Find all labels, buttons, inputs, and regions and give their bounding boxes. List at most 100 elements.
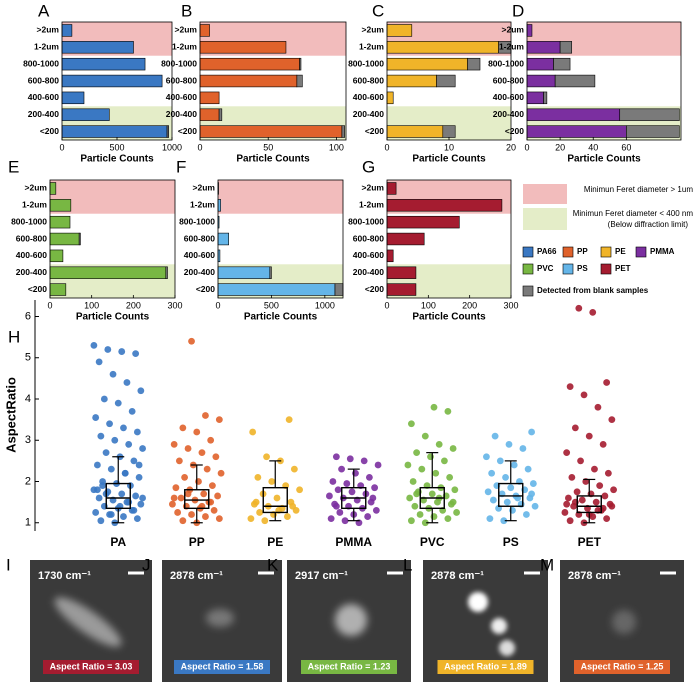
bar (526, 74, 556, 88)
x-tick-label: PMMA (335, 535, 372, 549)
category-label: 400-600 (166, 92, 197, 102)
x-axis-label: Particle Counts (567, 154, 641, 165)
category-label: 600-800 (184, 233, 215, 243)
data-point (208, 482, 216, 490)
legend-label: (Below diffraction limit) (608, 220, 689, 229)
data-point (371, 484, 379, 492)
data-point (566, 383, 574, 391)
data-point (449, 445, 457, 452)
category-label: 200-400 (353, 109, 384, 119)
panel-label: K (267, 555, 279, 574)
category-label: <200 (365, 126, 384, 136)
panel-label: H (8, 327, 20, 346)
data-point (441, 457, 448, 465)
bar (49, 266, 167, 279)
data-point (509, 506, 516, 514)
x-tick-label: 300 (167, 300, 182, 310)
data-point (132, 350, 140, 358)
data-point (336, 509, 344, 516)
category-label: 400-600 (493, 92, 524, 102)
x-tick-label: 20 (555, 142, 565, 152)
bar (526, 41, 561, 54)
x-tick-label: PA (110, 535, 126, 549)
legend-label: PA66 (537, 247, 557, 256)
data-point (93, 461, 101, 469)
category-label: 200-400 (353, 267, 384, 277)
data-point (212, 453, 220, 461)
bar (386, 41, 499, 54)
data-point (100, 395, 108, 403)
data-point (247, 515, 255, 523)
category-label: 600-800 (16, 233, 47, 243)
data-point (585, 432, 593, 440)
x-tick-label: 200 (462, 300, 477, 310)
bar (165, 266, 168, 279)
data-point (215, 515, 223, 523)
data-point (563, 500, 571, 508)
bar (526, 24, 533, 37)
data-point (92, 509, 100, 516)
data-point (207, 436, 215, 444)
category-label: 600-800 (353, 233, 384, 243)
data-point (421, 519, 429, 527)
category-label: 800-1000 (488, 58, 524, 68)
data-point (519, 445, 527, 452)
x-tick-label: 100 (84, 300, 99, 310)
data-point (285, 416, 293, 424)
panel-label: J (142, 555, 151, 574)
bar (386, 24, 413, 37)
data-point (428, 490, 436, 498)
bar (49, 283, 67, 296)
data-point (249, 428, 257, 436)
y-tick-label: 1 (25, 517, 31, 529)
data-point (106, 420, 113, 428)
data-point (411, 502, 419, 510)
category-label: >2um (362, 183, 385, 193)
category-label: 200-400 (28, 109, 59, 119)
data-point (407, 420, 415, 428)
bar (299, 57, 302, 71)
category-label: 800-1000 (11, 216, 47, 226)
x-tick-label: 500 (264, 300, 279, 310)
data-point (170, 494, 178, 502)
data-point (128, 407, 136, 415)
data-point (486, 515, 494, 523)
category-label: 1-2um (172, 42, 197, 52)
bar (199, 24, 210, 37)
legend-label: Minimun Feret diameter > 1um (584, 185, 693, 194)
legend-swatch (562, 246, 574, 258)
bar (49, 249, 64, 263)
panel-label: D (512, 1, 524, 20)
data-point (421, 432, 429, 440)
data-point (263, 453, 270, 461)
x-axis-label: Particle Counts (412, 312, 486, 323)
x-tick-label: 300 (503, 300, 518, 310)
box (498, 482, 524, 507)
data-point (564, 494, 572, 502)
data-point (502, 473, 509, 481)
category-label: 600-800 (353, 75, 384, 85)
caption-background (174, 660, 270, 674)
bar (61, 41, 134, 54)
data-point (372, 506, 380, 514)
legend-swatch (600, 263, 612, 275)
data-point (184, 490, 192, 498)
data-point (608, 502, 616, 510)
data-point (289, 502, 297, 510)
y-tick-label: 5 (25, 352, 31, 364)
x-tick-label: PVC (420, 535, 445, 549)
bar (61, 24, 73, 37)
panel-label: C (372, 1, 384, 20)
bar (269, 266, 272, 279)
bar (543, 91, 548, 105)
size-band (218, 180, 343, 214)
category-label: 1-2um (499, 42, 524, 52)
data-point (114, 399, 122, 407)
data-point (413, 490, 421, 498)
data-point (599, 440, 607, 448)
legend-label: PET (615, 264, 631, 273)
data-point (503, 498, 511, 506)
data-point (181, 473, 188, 481)
category-label: 1-2um (359, 42, 384, 52)
micrograph: 2878 cm⁻¹ Aspect Ratio = 1.89 (423, 560, 548, 682)
